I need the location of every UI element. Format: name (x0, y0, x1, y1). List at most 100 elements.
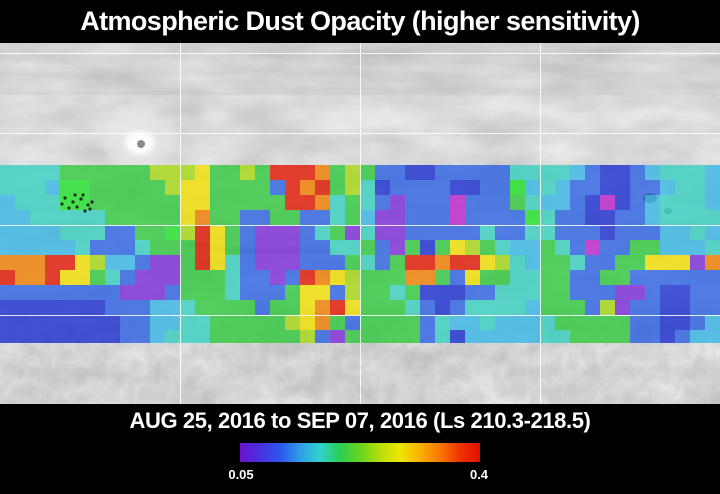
dust-cell (15, 285, 30, 300)
dust-cell (435, 270, 450, 285)
dust-cell (585, 165, 600, 180)
dust-cell (585, 285, 600, 300)
dust-cell (630, 285, 645, 300)
dust-cell (75, 225, 90, 240)
dust-cell (375, 240, 390, 255)
dust-cell (150, 255, 165, 270)
dust-cell (585, 180, 600, 195)
dust-cell (690, 255, 705, 270)
dust-cell (270, 315, 285, 330)
dust-cell (225, 300, 240, 315)
dust-cell (105, 180, 120, 195)
dust-cell (360, 225, 375, 240)
dust-cell (180, 270, 195, 285)
dust-cell (75, 165, 90, 180)
dust-cell (390, 180, 405, 195)
dust-cell (480, 165, 495, 180)
dust-cell (405, 180, 420, 195)
dust-cell (630, 180, 645, 195)
dust-cell (270, 165, 285, 180)
dust-cell (360, 285, 375, 300)
dust-cell (210, 285, 225, 300)
dust-cell (300, 180, 315, 195)
dust-cell (570, 165, 585, 180)
dust-cell (675, 255, 690, 270)
dust-cell (585, 330, 600, 343)
dust-cell (450, 285, 465, 300)
dust-cell (300, 165, 315, 180)
dust-cell (615, 180, 630, 195)
dust-cell (255, 300, 270, 315)
dust-cell (120, 300, 135, 315)
dust-cell (0, 315, 15, 330)
dust-cell (255, 315, 270, 330)
dust-cell (45, 225, 60, 240)
dust-cell (330, 285, 345, 300)
dust-cell (15, 255, 30, 270)
dust-cell (420, 270, 435, 285)
dust-cell (180, 330, 195, 343)
dust-cell (600, 255, 615, 270)
dust-cell (540, 210, 555, 225)
dust-cell (300, 255, 315, 270)
dust-cell (465, 225, 480, 240)
dust-cell (210, 210, 225, 225)
dust-cell (345, 210, 360, 225)
dust-cell (210, 330, 225, 343)
dust-cell (360, 255, 375, 270)
dust-cell (165, 240, 180, 255)
dust-cell (75, 240, 90, 255)
dust-cell (240, 225, 255, 240)
dust-cell (480, 195, 495, 210)
dust-cell (645, 180, 660, 195)
dust-cell (630, 165, 645, 180)
dust-cell (420, 180, 435, 195)
dust-cell (690, 270, 705, 285)
dust-cell (30, 330, 45, 343)
dust-cell (270, 255, 285, 270)
dust-cell (450, 330, 465, 343)
dust-cell (60, 255, 75, 270)
dust-cell (615, 240, 630, 255)
dust-cell (270, 330, 285, 343)
dust-cell (420, 210, 435, 225)
dust-cell (120, 255, 135, 270)
dust-cell (105, 270, 120, 285)
dust-cell (420, 195, 435, 210)
dust-cell (360, 165, 375, 180)
dust-cell (285, 225, 300, 240)
dust-cell (165, 330, 180, 343)
dust-cell (0, 195, 15, 210)
dust-cell (660, 195, 675, 210)
dust-cell (240, 330, 255, 343)
dust-cell (645, 270, 660, 285)
dust-cell (390, 165, 405, 180)
dust-cell (210, 255, 225, 270)
dust-cell (330, 270, 345, 285)
dust-cell (645, 330, 660, 343)
dust-cell (480, 270, 495, 285)
dust-cell (225, 315, 240, 330)
dust-cell (510, 285, 525, 300)
dust-cell (615, 225, 630, 240)
speckle-dot (60, 202, 64, 206)
dust-cell (105, 300, 120, 315)
dust-cell (30, 165, 45, 180)
dust-cell (570, 315, 585, 330)
dust-cell (555, 315, 570, 330)
dust-cell (105, 315, 120, 330)
dust-cell (225, 270, 240, 285)
dust-cell (120, 330, 135, 343)
dust-cell (615, 330, 630, 343)
dust-cell (90, 240, 105, 255)
dust-cell (495, 210, 510, 225)
dust-cell (615, 255, 630, 270)
dust-cell (135, 180, 150, 195)
dust-cell (660, 180, 675, 195)
dust-cell (90, 165, 105, 180)
dust-cell (405, 270, 420, 285)
dust-cell (660, 225, 675, 240)
dust-cell (90, 330, 105, 343)
dust-cell (375, 285, 390, 300)
dust-cell (60, 165, 75, 180)
